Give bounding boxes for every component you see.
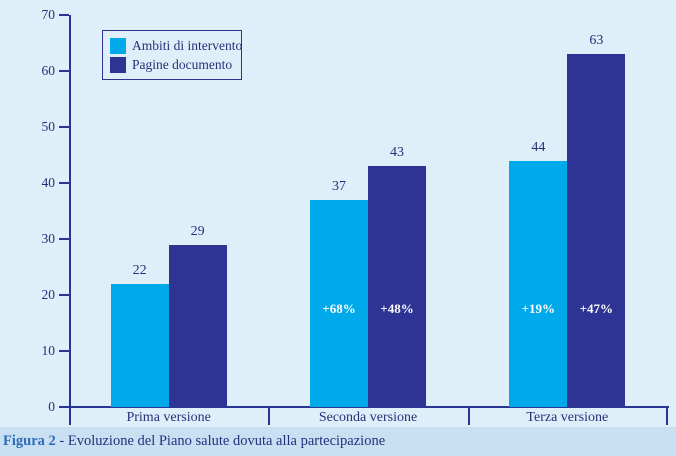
y-axis-tick: [59, 406, 69, 408]
figure-caption-text: Evoluzione del Piano salute dovuta alla …: [67, 433, 386, 449]
y-tick-label: 10: [41, 343, 56, 358]
y-axis-tick: [59, 294, 69, 296]
y-axis-tick: [59, 238, 69, 240]
x-axis-divider: [467, 407, 470, 425]
legend-item-ambiti: Ambiti di intervento: [110, 37, 243, 54]
bar-annotation: +19%: [521, 301, 556, 316]
figure-caption-separator: -: [55, 433, 68, 449]
category-label: Prima versione: [126, 410, 211, 425]
bar-annotation: +47%: [579, 301, 614, 316]
figure-caption-label: Figura 2: [3, 433, 56, 449]
y-tick-label: 70: [41, 7, 56, 22]
x-axis-divider: [666, 407, 668, 425]
x-axis-divider: [69, 407, 71, 425]
y-axis-tick: [59, 70, 69, 72]
legend-swatch-pagine: [110, 56, 126, 73]
bar-pagine: [168, 244, 227, 407]
legend-label-pagine: Pagine documento: [132, 56, 233, 72]
bar-annotation: +48%: [380, 301, 414, 316]
y-tick-label: 30: [41, 231, 56, 246]
y-tick-label: 60: [41, 63, 56, 78]
bar-annotation: +68%: [322, 301, 356, 316]
bar-value-label: 29: [190, 223, 205, 239]
legend-swatch-ambiti: [110, 37, 126, 54]
bar-ambiti: [110, 283, 169, 407]
bar-ambiti: [509, 160, 568, 407]
y-axis-tick: [59, 182, 69, 184]
bar-pagine: [368, 166, 426, 407]
legend-item-pagine: Pagine documento: [110, 56, 241, 73]
figure-caption: Figura 2 - Evoluzione del Piano salute d…: [0, 433, 385, 450]
y-tick-label: 50: [41, 119, 56, 134]
category-label: Terza versione: [526, 410, 609, 425]
y-tick-label: 0: [48, 399, 55, 414]
y-axis-tick: [59, 126, 69, 128]
y-axis-tick: [59, 350, 69, 352]
legend-label-ambiti: Ambiti di intervento: [132, 37, 243, 53]
y-axis-line: [69, 15, 71, 408]
legend: Ambiti di intervento Pagine documento: [102, 30, 242, 80]
y-tick-label: 20: [41, 287, 56, 302]
x-axis-line: [69, 406, 669, 408]
bar-value-label: 63: [589, 33, 604, 49]
y-axis-tick: [59, 14, 69, 16]
bar-value-label: 37: [332, 178, 346, 194]
plot-area: Ambiti di intervento Pagine documento 0 1…: [41, 7, 669, 425]
bar-ambiti: [310, 199, 368, 407]
bar-value-label: 44: [531, 139, 546, 155]
category-label: Seconda versione: [318, 410, 418, 425]
bar-value-label: 22: [132, 262, 147, 278]
caption-strip: Figura 2 - Evoluzione del Piano salute d…: [0, 427, 676, 456]
bar-pagine: [567, 54, 626, 407]
y-tick-label: 40: [41, 175, 56, 190]
x-axis-divider: [268, 407, 271, 425]
bar-value-label: 43: [390, 145, 404, 161]
